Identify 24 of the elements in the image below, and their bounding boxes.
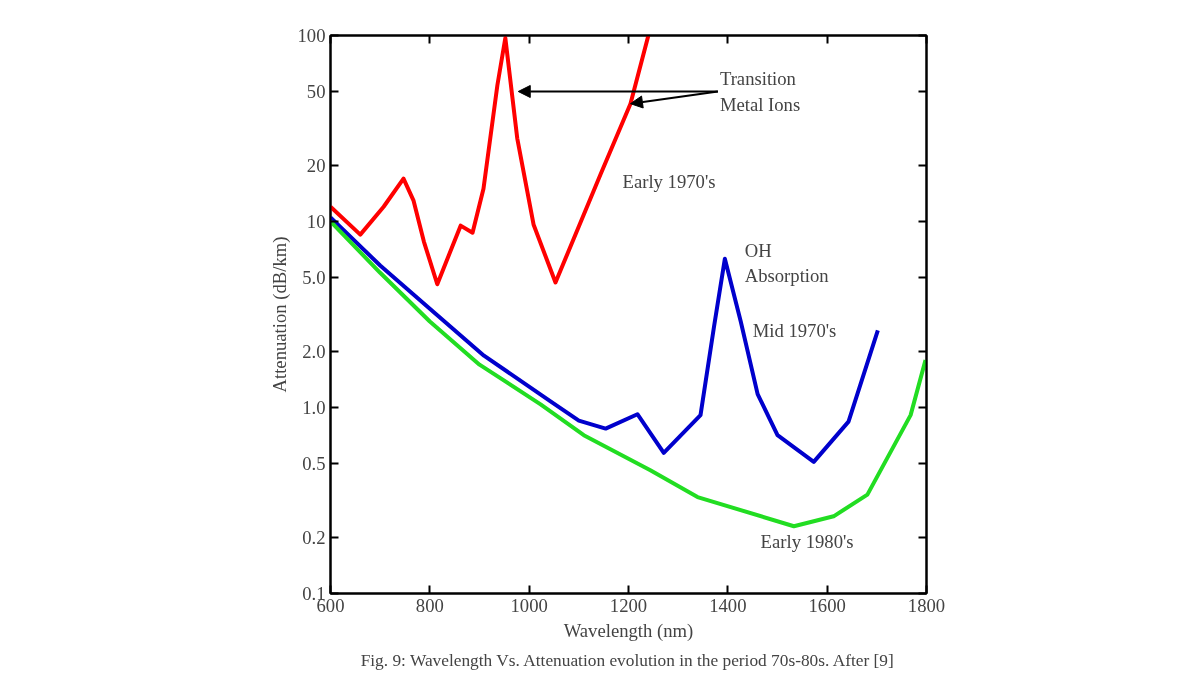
- x-tick-label: 1400: [709, 594, 747, 616]
- x-tick-label: 1200: [609, 594, 648, 616]
- y-tick-label: 10: [306, 211, 326, 232]
- y-axis-title: Attenuation (dB/km): [268, 236, 291, 393]
- x-tick-label: 1000: [510, 594, 548, 616]
- series-label: Mid 1970's: [752, 319, 837, 341]
- series-label: Early 1970's: [622, 170, 716, 192]
- x-tick-label: 1600: [808, 594, 846, 616]
- x-tick-label: 1800: [907, 594, 946, 616]
- x-axis-title: Wavelength (nm): [563, 619, 694, 642]
- annotation: Transition Metal Ions: [719, 68, 801, 115]
- y-tick-label: 2.0: [302, 341, 326, 363]
- x-tick-label: 800: [415, 594, 444, 616]
- y-tick-label: 0.2: [302, 527, 326, 549]
- y-tick-label: 0.5: [302, 452, 326, 474]
- y-tick-label: 50: [306, 80, 326, 102]
- y-tick-label: 100: [297, 25, 326, 46]
- series-label: Early 1980's: [760, 531, 854, 553]
- caption: Fig. 9: Wavelength Vs. Attenuation evolution in the period 70s-80s. After [9]: [360, 650, 894, 670]
- y-tick-label: 1.0: [302, 397, 326, 418]
- y-tick-label: 5.0: [302, 266, 326, 288]
- annotation: OH Absorption: [744, 239, 830, 286]
- line-series: [330, 215, 880, 464]
- y-tick-label: 20: [306, 155, 326, 177]
